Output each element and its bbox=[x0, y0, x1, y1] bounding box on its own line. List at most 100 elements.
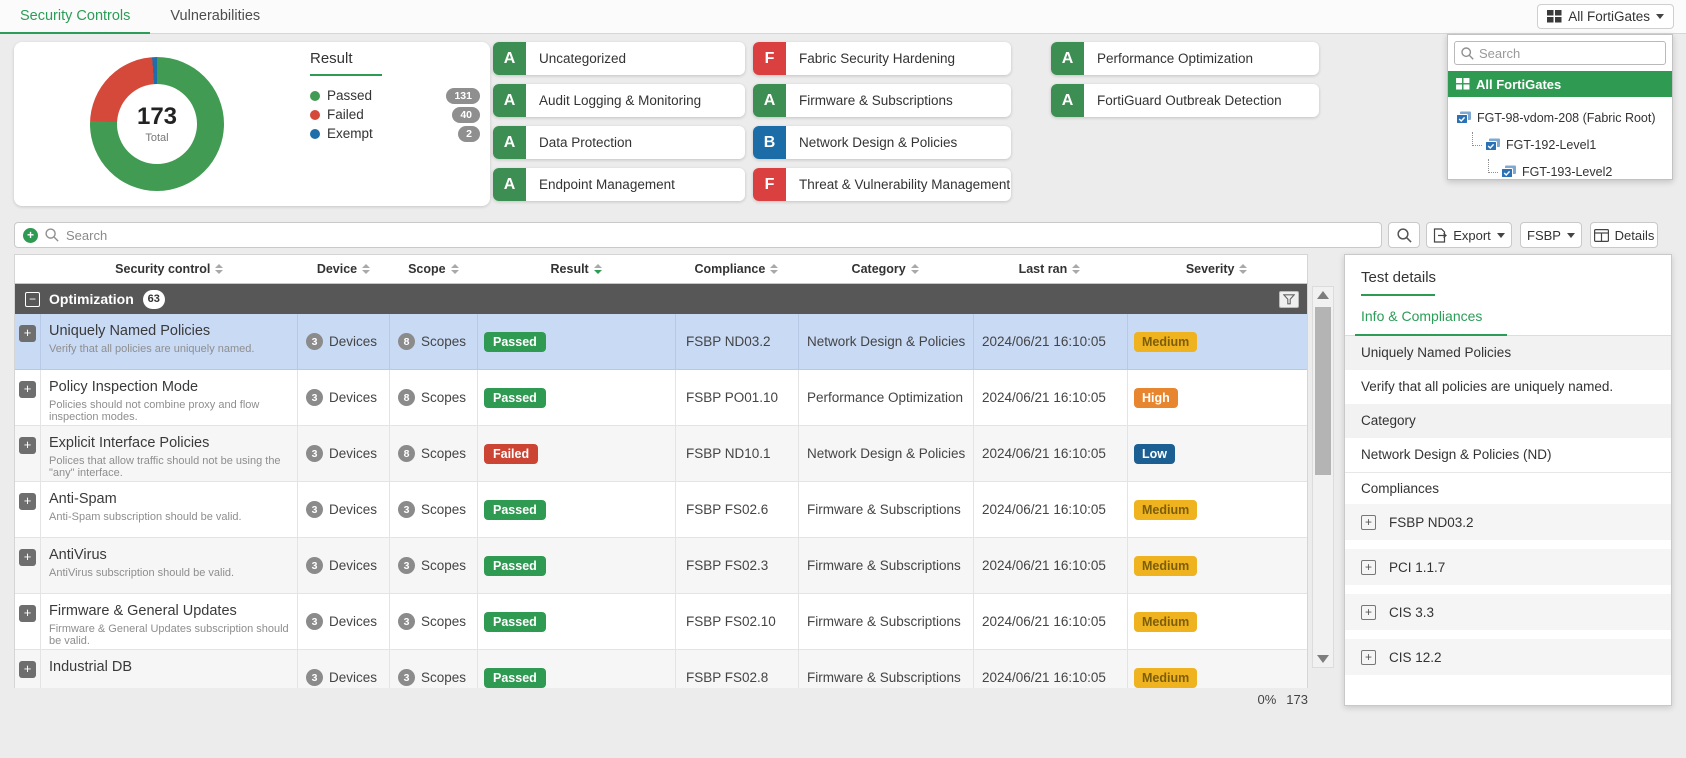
all-fortigates-button[interactable]: All FortiGates bbox=[1537, 4, 1674, 29]
compliance-item[interactable]: + FSBP ND03.2 bbox=[1345, 504, 1671, 540]
category-card[interactable]: A Endpoint Management bbox=[493, 168, 745, 201]
result-legend: Result Passed 131 Failed 40 Exempt 2 bbox=[310, 50, 480, 143]
group-row-optimization[interactable]: − Optimization 63 bbox=[15, 284, 1307, 314]
category-card[interactable]: A Uncategorized bbox=[493, 42, 745, 75]
topbar-tab[interactable]: Security Controls bbox=[0, 0, 151, 34]
severity-badge: Medium bbox=[1134, 555, 1198, 576]
scope-count-badge: 3 bbox=[398, 557, 415, 574]
expand-row-icon[interactable]: + bbox=[19, 437, 36, 454]
legend-item[interactable]: Failed 40 bbox=[310, 105, 480, 124]
dropdown-search-input[interactable] bbox=[1479, 45, 1659, 61]
table-row[interactable]: + Explicit Interface Policies Polices th… bbox=[15, 426, 1307, 482]
export-button[interactable]: Export bbox=[1426, 222, 1512, 248]
expand-row-icon[interactable]: + bbox=[19, 381, 36, 398]
last-ran-cell: 2024/06/21 16:10:05 bbox=[974, 538, 1128, 594]
column-header[interactable]: Security control bbox=[41, 255, 298, 283]
legend-count-badge: 2 bbox=[458, 125, 480, 142]
chevron-down-icon bbox=[1496, 232, 1505, 238]
group-label: Optimization bbox=[49, 291, 134, 307]
scope-unit-label: Scopes bbox=[421, 446, 467, 461]
chevron-down-icon bbox=[1566, 232, 1575, 238]
category-card[interactable]: B Network Design & Policies bbox=[753, 126, 1011, 159]
table-search-field[interactable]: + bbox=[14, 222, 1382, 248]
security-control-title: Anti-Spam bbox=[49, 491, 117, 507]
scroll-down-arrow[interactable] bbox=[1313, 651, 1333, 667]
column-header[interactable]: Severity bbox=[1126, 255, 1307, 283]
add-filter-icon[interactable]: + bbox=[23, 227, 38, 243]
column-header[interactable]: Category bbox=[798, 255, 973, 283]
expand-compliance-icon[interactable]: + bbox=[1361, 649, 1376, 665]
scrollbar-thumb[interactable] bbox=[1315, 307, 1331, 475]
column-header-label: Last ran bbox=[1018, 262, 1068, 276]
tab-info-compliances[interactable]: Info & Compliances bbox=[1361, 308, 1483, 324]
expand-row-icon[interactable]: + bbox=[19, 493, 36, 510]
security-controls-table: Security control Device Scope Result Com… bbox=[14, 254, 1308, 688]
expand-compliance-icon[interactable]: + bbox=[1361, 604, 1376, 620]
device-unit-label: Devices bbox=[329, 390, 378, 405]
table-scrollbar[interactable] bbox=[1312, 286, 1334, 668]
category-card[interactable]: A Audit Logging & Monitoring bbox=[493, 84, 745, 117]
column-header-label: Security control bbox=[115, 262, 211, 276]
security-control-title: Uniquely Named Policies bbox=[49, 323, 211, 339]
expand-row-icon[interactable]: + bbox=[19, 549, 36, 566]
collapse-group-icon[interactable]: − bbox=[25, 291, 40, 307]
category-card[interactable]: A Data Protection bbox=[493, 126, 745, 159]
compliance-cell: FSBP ND03.2 bbox=[676, 314, 799, 370]
category-label: Threat & Vulnerability Management bbox=[799, 177, 1011, 192]
expand-compliance-icon[interactable]: + bbox=[1361, 559, 1376, 575]
fortigate-fabric-icon bbox=[1456, 78, 1470, 90]
last-ran-cell: 2024/06/21 16:10:05 bbox=[974, 370, 1128, 426]
expand-row-icon[interactable]: + bbox=[19, 605, 36, 622]
legend-item[interactable]: Exempt 2 bbox=[310, 124, 480, 143]
fortigate-device-icon bbox=[1485, 138, 1501, 152]
column-header[interactable]: Compliance bbox=[675, 255, 798, 283]
filter-icon[interactable] bbox=[1279, 290, 1299, 308]
compliance-item[interactable]: + CIS 12.2 bbox=[1345, 639, 1671, 675]
table-search-input[interactable] bbox=[66, 227, 1373, 243]
category-card[interactable]: A FortiGuard Outbreak Detection bbox=[1051, 84, 1319, 117]
device-unit-label: Devices bbox=[329, 502, 378, 517]
scope-unit-label: Scopes bbox=[421, 614, 467, 629]
details-field: Verify that all policies are uniquely na… bbox=[1361, 379, 1614, 394]
table-row[interactable]: + Policy Inspection Mode Policies should… bbox=[15, 370, 1307, 426]
expand-row-icon[interactable]: + bbox=[19, 661, 36, 678]
column-header[interactable]: Last ran bbox=[973, 255, 1127, 283]
scope-unit-label: Scopes bbox=[421, 670, 467, 685]
standard-selector-button[interactable]: FSBP bbox=[1520, 222, 1582, 248]
scroll-up-arrow[interactable] bbox=[1313, 287, 1333, 303]
search-button[interactable] bbox=[1388, 222, 1420, 248]
fortigate-tree-item[interactable]: FGT-98-vdom-208 (Fabric Root) bbox=[1448, 104, 1672, 131]
category-label: Performance Optimization bbox=[1097, 51, 1254, 66]
category-card[interactable]: F Fabric Security Hardening bbox=[753, 42, 1011, 75]
column-header[interactable]: Scope bbox=[389, 255, 477, 283]
fortigate-tree-item[interactable]: FGT-193-Level2 bbox=[1448, 158, 1672, 185]
category-column-2: F Fabric Security Hardening A Firmware &… bbox=[753, 42, 1011, 210]
fortigate-tree-item[interactable]: FGT-192-Level1 bbox=[1448, 131, 1672, 158]
sort-icon bbox=[1239, 264, 1248, 274]
expand-row-icon[interactable]: + bbox=[19, 325, 36, 342]
compliance-item[interactable]: + PCI 1.1.7 bbox=[1345, 549, 1671, 585]
details-button-label: Details bbox=[1614, 227, 1655, 243]
column-header[interactable]: Result bbox=[477, 255, 675, 283]
table-row[interactable]: + Uniquely Named Policies Verify that al… bbox=[15, 314, 1307, 370]
category-card[interactable]: A Performance Optimization bbox=[1051, 42, 1319, 75]
expand-compliance-icon[interactable]: + bbox=[1361, 514, 1376, 530]
details-toggle-button[interactable]: Details bbox=[1590, 222, 1658, 248]
column-header[interactable]: Device bbox=[298, 255, 390, 283]
category-grade-badge: A bbox=[1051, 84, 1084, 117]
table-row[interactable]: + Firmware & General Updates Firmware & … bbox=[15, 594, 1307, 650]
top-bar: Security Controls Vulnerabilities All For… bbox=[0, 0, 1686, 34]
dropdown-item-all-fortigates[interactable]: All FortiGates bbox=[1448, 71, 1672, 97]
legend-item[interactable]: Passed 131 bbox=[310, 86, 480, 105]
table-row[interactable]: + Anti-Spam Anti-Spam subscription shoul… bbox=[15, 482, 1307, 538]
compliance-item[interactable]: + CIS 3.3 bbox=[1345, 594, 1671, 630]
table-row[interactable]: + Industrial DB 3 Devices 3 Scopes Passed … bbox=[15, 650, 1307, 688]
tree-item-label: FGT-98-vdom-208 (Fabric Root) bbox=[1477, 110, 1656, 125]
compliance-cell: FSBP FS02.8 bbox=[676, 650, 799, 688]
topbar-tab[interactable]: Vulnerabilities bbox=[150, 0, 280, 34]
category-card[interactable]: F Threat & Vulnerability Management bbox=[753, 168, 1011, 201]
dropdown-search-field[interactable] bbox=[1454, 41, 1666, 65]
table-row[interactable]: + AntiVirus AntiVirus subscription shoul… bbox=[15, 538, 1307, 594]
row-count: 173 bbox=[1286, 692, 1308, 707]
category-card[interactable]: A Firmware & Subscriptions bbox=[753, 84, 1011, 117]
